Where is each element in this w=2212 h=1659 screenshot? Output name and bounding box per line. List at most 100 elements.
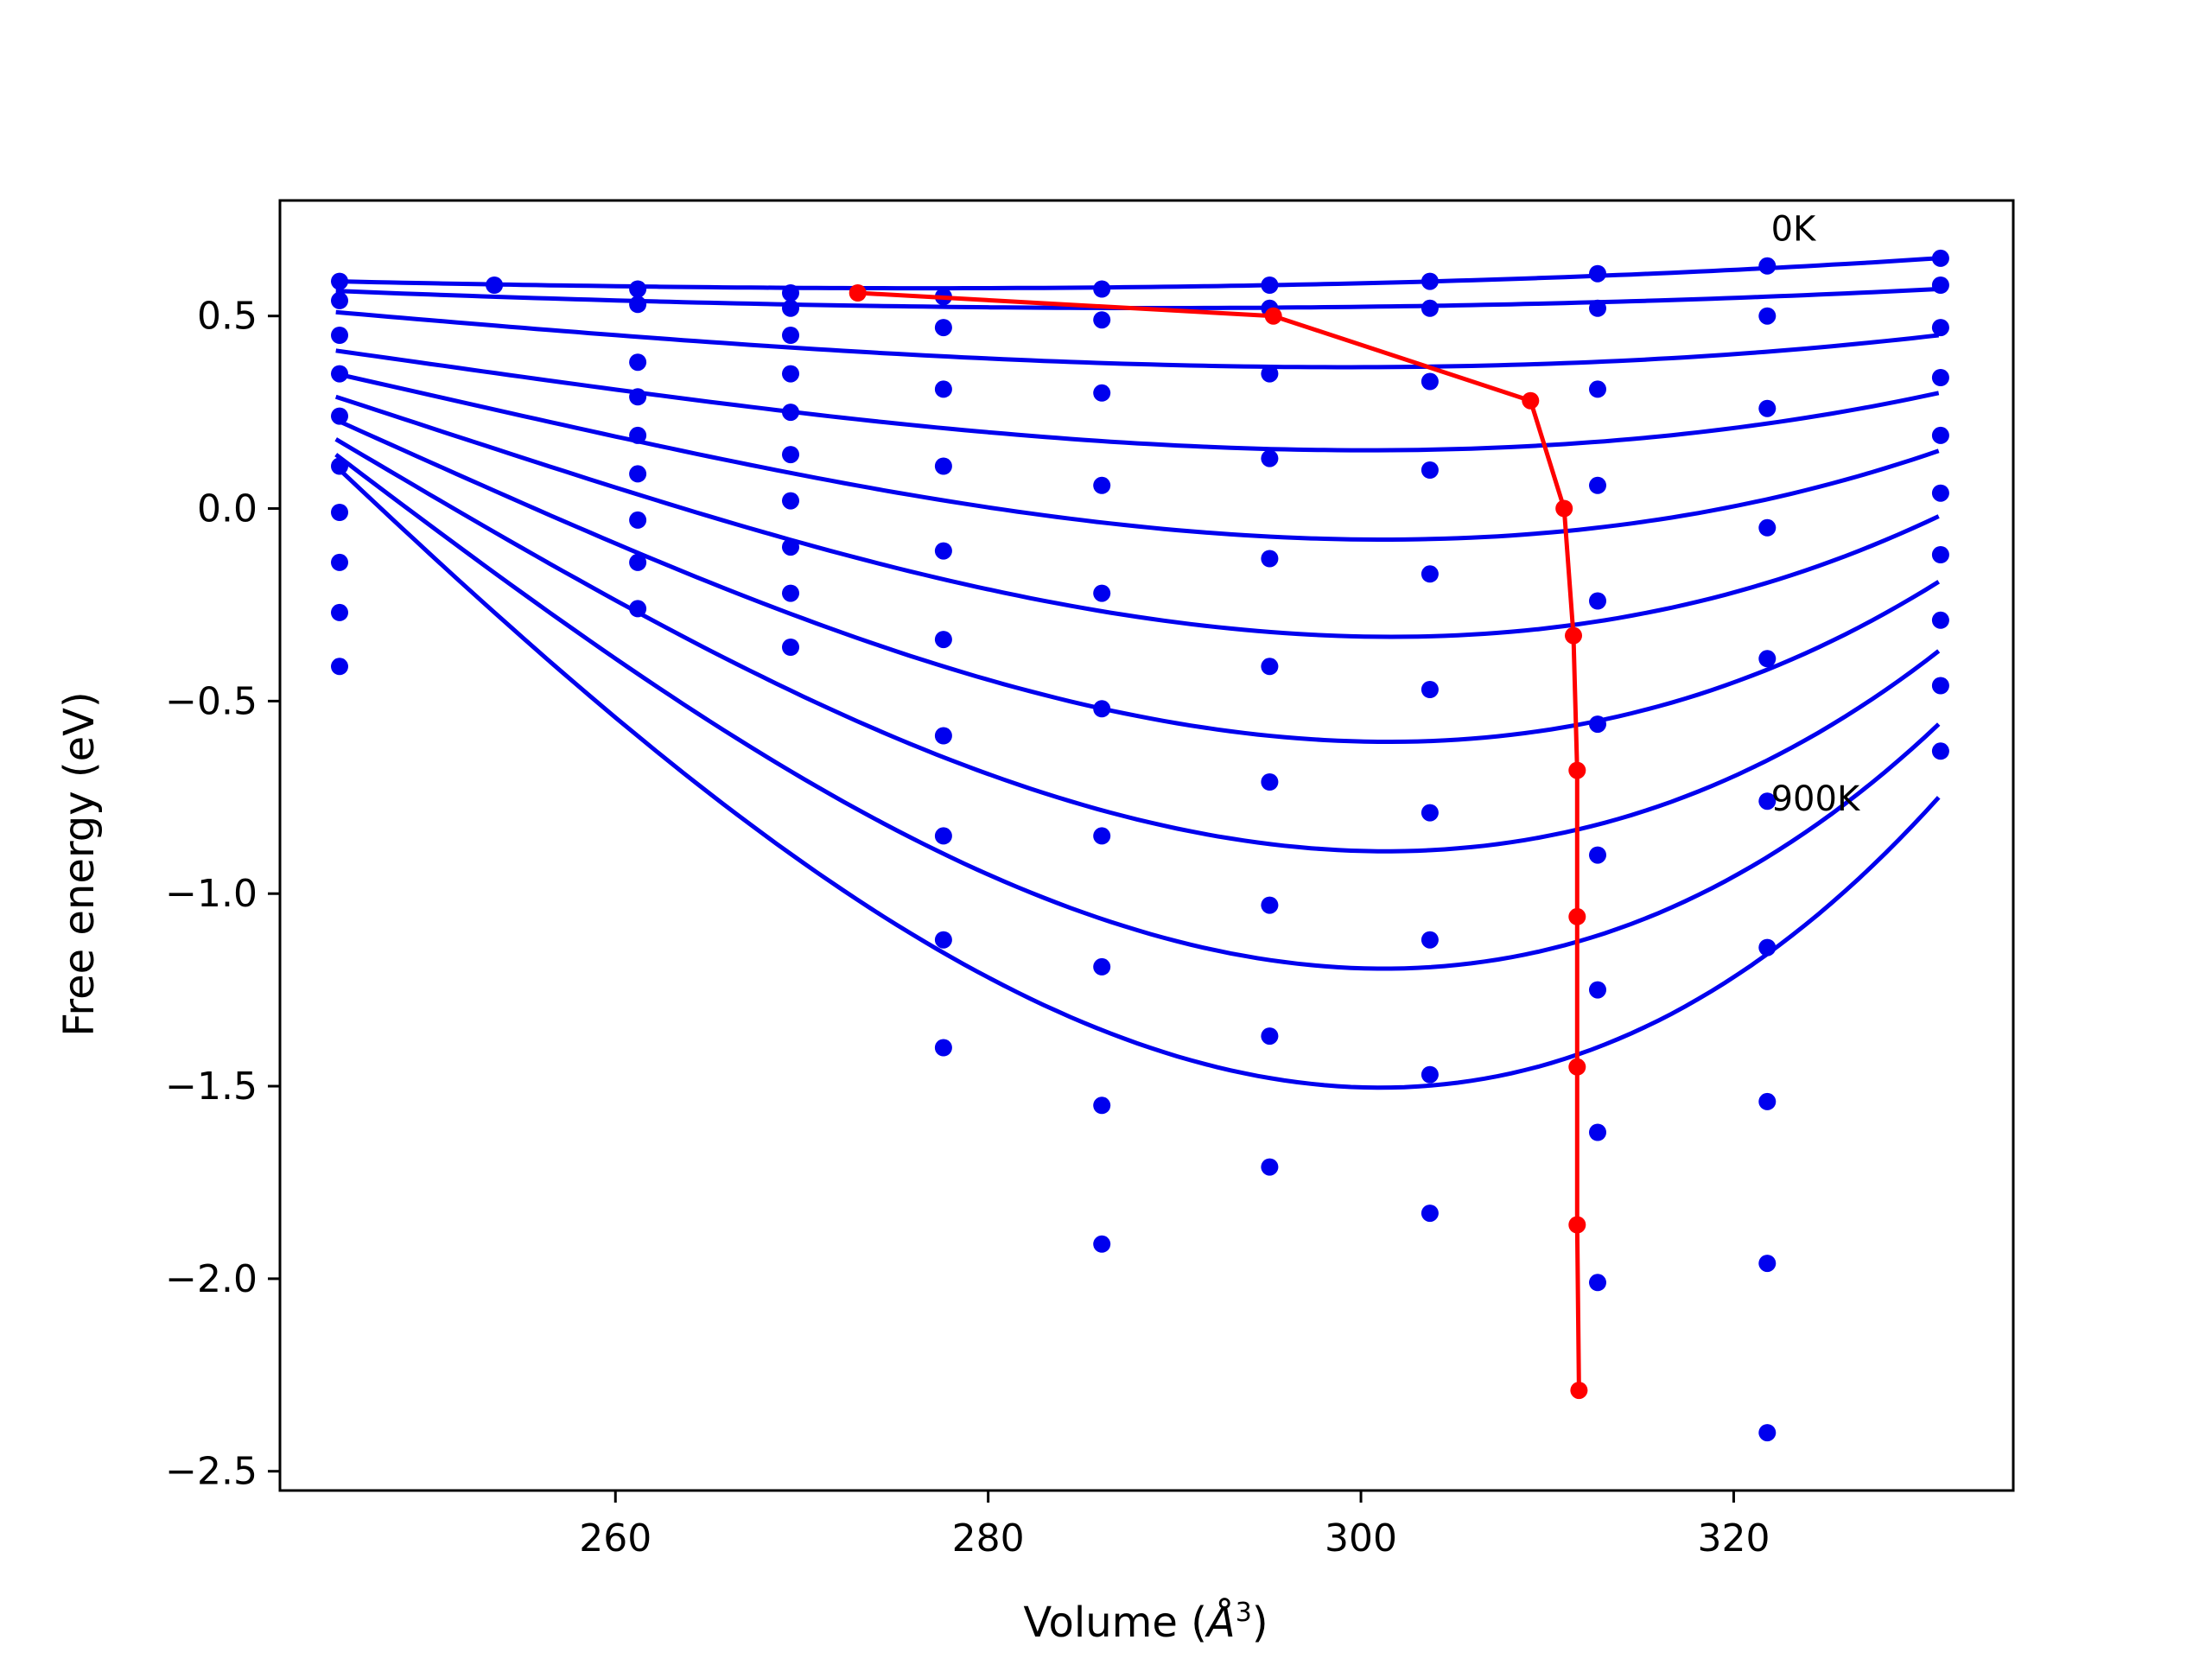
- data-point-0-2: [629, 280, 647, 298]
- data-point-5-4: [1093, 700, 1111, 718]
- minimum-point-5: [1568, 761, 1586, 779]
- data-point-1-8: [1758, 307, 1777, 325]
- data-point-0-1: [486, 276, 504, 294]
- data-point-3-5: [1261, 449, 1279, 467]
- data-point-2-0: [331, 327, 348, 344]
- fit-curve-7: [334, 437, 1941, 854]
- minimum-point-0: [849, 284, 867, 302]
- minimum-point-4: [1565, 626, 1582, 645]
- data-point-7-4: [1093, 957, 1111, 976]
- data-point-6-6: [1421, 804, 1439, 822]
- minimum-point-7: [1568, 1058, 1586, 1076]
- x-axis-label-close: ): [1252, 1599, 1268, 1647]
- fit-curve-2: [335, 309, 1939, 370]
- data-point-5-0: [331, 457, 348, 475]
- data-point-1-0: [331, 291, 348, 309]
- data-point-4-3: [934, 542, 952, 560]
- data-point-9-1: [782, 639, 799, 656]
- data-point-8-1: [629, 600, 647, 618]
- axes: 260 280 300 320 0.5 0.0 −0.5 −1.0 −1.5 −2.0 −2.5: [165, 199, 2015, 1560]
- data-point-9-0: [331, 658, 348, 676]
- data-point-2-3: [934, 380, 952, 398]
- data-point-3-1: [629, 388, 647, 406]
- annotation-0: 0K: [1771, 210, 1817, 250]
- data-point-2-6: [1421, 372, 1439, 391]
- data-point-5-5: [1261, 658, 1279, 676]
- data-point-7-6: [1421, 931, 1439, 949]
- data-point-3-6: [1421, 461, 1439, 479]
- data-point-5-2: [782, 446, 799, 464]
- fit-curve-8: [334, 453, 1941, 971]
- data-point-1-7: [1589, 299, 1606, 317]
- data-point-5-1: [629, 465, 647, 483]
- data-point-4-6: [1421, 565, 1439, 583]
- data-point-7-2: [782, 538, 799, 556]
- data-point-3-7: [1589, 476, 1606, 494]
- data-point-4-7: [1589, 592, 1606, 610]
- data-point-3-0: [331, 365, 348, 383]
- data-point-8-2: [782, 584, 799, 602]
- data-point-0-8: [1589, 264, 1606, 283]
- data-point-5-3: [934, 631, 952, 649]
- data-point-4-1: [629, 426, 647, 444]
- data-point-7-5: [1261, 896, 1279, 914]
- data-point-3-4: [1093, 476, 1111, 494]
- y-tick-label: −0.5: [165, 679, 257, 723]
- minimum-point-9: [1570, 1382, 1588, 1400]
- data-point-1-3: [934, 319, 952, 337]
- data-point-0-10: [1931, 249, 1949, 267]
- plot-frame: [278, 199, 2015, 1492]
- y-tick-label: −2.0: [165, 1257, 257, 1301]
- data-point-5-9: [1931, 484, 1949, 502]
- data-point-2-9: [1931, 319, 1949, 337]
- fit-curve-0: [335, 256, 1939, 291]
- minimum-point-1: [1264, 307, 1282, 325]
- y-tick-label: 0.0: [197, 487, 257, 531]
- data-point-6-2: [782, 492, 799, 510]
- minima-path: [857, 290, 1581, 1391]
- data-point-2-2: [782, 327, 799, 344]
- data-point-8-0: [331, 603, 348, 621]
- data-point-1-9: [1931, 276, 1949, 294]
- annotation-1: 900K: [1771, 779, 1861, 819]
- x-axis-label-text: Volume (: [1023, 1599, 1207, 1647]
- minimum-point-8: [1568, 1216, 1586, 1234]
- data-point-2-4: [1093, 384, 1111, 402]
- x-tick-label: 280: [952, 1516, 1025, 1560]
- data-point-8-6: [1421, 1065, 1439, 1084]
- y-tick-label: 0.5: [197, 295, 257, 339]
- data-point-9-4: [1261, 1158, 1279, 1176]
- data-point-5-7: [1589, 715, 1606, 734]
- data-points: [331, 249, 1949, 1442]
- data-point-6-3: [934, 727, 952, 745]
- x-tick-label: 260: [579, 1516, 652, 1560]
- data-point-5-8: [1758, 792, 1777, 810]
- data-point-6-9: [1931, 546, 1949, 563]
- data-point-4-9: [1931, 426, 1949, 444]
- data-point-8-5: [1261, 1027, 1279, 1046]
- minimum-point-3: [1555, 499, 1573, 518]
- data-point-6-0: [331, 504, 348, 521]
- x-axis-label-exponent: 3: [1236, 1598, 1252, 1628]
- data-point-6-1: [629, 511, 647, 529]
- y-axis-label: Free energy (eV): [55, 691, 104, 1036]
- fit-curve-4: [335, 372, 1940, 542]
- data-point-8-8: [1758, 1255, 1777, 1273]
- data-point-9-5: [1421, 1205, 1439, 1223]
- minima-line: [849, 284, 1588, 1400]
- minimum-point-2: [1522, 391, 1540, 410]
- data-point-6-7: [1589, 846, 1606, 864]
- data-point-1-2: [782, 299, 799, 317]
- data-point-0-7: [1421, 272, 1439, 290]
- data-point-6-8: [1758, 938, 1777, 957]
- data-point-5-6: [1421, 681, 1439, 698]
- data-point-9-8: [1931, 742, 1949, 760]
- data-point-8-4: [1093, 1096, 1111, 1115]
- data-point-6-4: [1093, 827, 1111, 845]
- data-point-9-6: [1589, 1274, 1606, 1292]
- data-point-7-9: [1931, 611, 1949, 629]
- data-point-4-0: [331, 407, 348, 425]
- data-point-9-3: [1093, 1235, 1111, 1253]
- data-point-0-5: [1093, 280, 1111, 298]
- data-point-7-8: [1758, 1092, 1777, 1110]
